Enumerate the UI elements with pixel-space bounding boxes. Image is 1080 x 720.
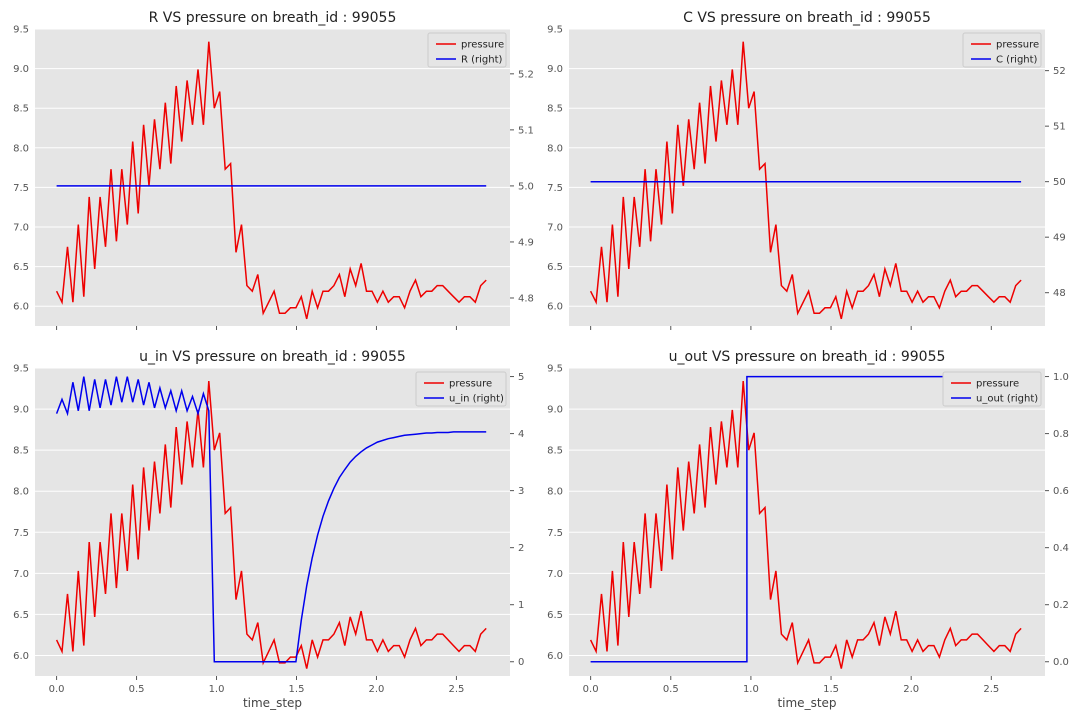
x-tick-label: 2.5 — [448, 684, 464, 695]
left-tick-label: 6.5 — [13, 610, 29, 621]
x-tick-label: 0.0 — [583, 684, 599, 695]
chart-title: u_in VS pressure on breath_id : 99055 — [139, 349, 406, 365]
left-tick-label: 9.0 — [547, 64, 563, 75]
x-tick-label: 1.5 — [823, 684, 839, 695]
chart-panel-1: 6.0 6.5 7.0 7.5 8.0 8.5 9.0 9.5 4.8 4.9 5.0 5.1 5.2 R… — [13, 10, 534, 330]
right-tick-label: 1.0 — [1053, 372, 1069, 383]
left-tick-label: 7.0 — [547, 223, 563, 234]
right-tick-label: 5.1 — [518, 125, 534, 136]
legend-label: pressure — [449, 379, 492, 390]
x-tick-label: 0.5 — [663, 684, 679, 695]
left-tick-label: 9.0 — [13, 405, 29, 416]
series-line-right — [55, 376, 487, 663]
right-tick-label: 5.0 — [518, 181, 534, 192]
right-tick-label: 2 — [518, 543, 524, 554]
legend: pressure R (right) — [427, 32, 507, 68]
left-tick-label: 8.0 — [547, 143, 563, 154]
right-tick-label: 5 — [518, 372, 524, 383]
left-tick-label: 8.0 — [13, 487, 29, 498]
right-tick-label: 50 — [1053, 177, 1066, 188]
right-tick-label: 51 — [1053, 122, 1066, 133]
right-tick-label: 1 — [518, 600, 524, 611]
x-tick-label: 0.5 — [129, 684, 145, 695]
left-tick-label: 8.5 — [547, 446, 563, 457]
left-tick-label: 8.0 — [13, 143, 29, 154]
x-tick-label: 2.0 — [369, 684, 385, 695]
series-line-pressure — [589, 381, 1022, 669]
chart-title: u_out VS pressure on breath_id : 99055 — [669, 349, 946, 365]
left-tick-label: 7.5 — [547, 528, 563, 539]
left-tick-label: 9.0 — [547, 405, 563, 416]
left-tick-label: 6.5 — [547, 610, 563, 621]
x-tick-label: 2.0 — [903, 684, 919, 695]
right-tick-label: 48 — [1053, 288, 1066, 299]
chart-title: R VS pressure on breath_id : 99055 — [149, 10, 397, 26]
left-tick-label: 7.5 — [547, 183, 563, 194]
right-tick-label: 4.8 — [518, 293, 534, 304]
x-axis-label: time_step — [777, 696, 836, 710]
right-tick-label: 4.9 — [518, 237, 534, 248]
right-tick-label: 0.8 — [1053, 429, 1069, 440]
chart-panel-2: 6.0 6.5 7.0 7.5 8.0 8.5 9.0 9.5 48 49 50 51 52 C VS p… — [547, 10, 1066, 330]
legend: pressure u_in (right) — [415, 371, 507, 407]
left-tick-label: 7.0 — [547, 569, 563, 580]
left-tick-label: 6.0 — [13, 651, 29, 662]
legend: pressure u_out (right) — [942, 371, 1042, 407]
chart-panel-4: 6.0 6.5 7.0 7.5 8.0 8.5 9.0 9.5 0.0 0.5 1.0 1.5 2.0 2… — [547, 349, 1069, 710]
chart-panel-3: 6.0 6.5 7.0 7.5 8.0 8.5 9.0 9.5 0.0 0.5 1.0 1.5 2.0 2… — [13, 349, 524, 710]
left-tick-label: 9.5 — [13, 364, 29, 375]
right-tick-label: 0.4 — [1053, 543, 1069, 554]
series-line-right — [590, 375, 1022, 663]
plot-area — [35, 29, 510, 326]
left-tick-label: 9.5 — [13, 25, 29, 36]
x-tick-label: 1.5 — [289, 684, 305, 695]
chart-title: C VS pressure on breath_id : 99055 — [683, 10, 931, 26]
right-tick-label: 0.2 — [1053, 600, 1069, 611]
plot-area — [569, 368, 1045, 676]
right-tick-label: 0.0 — [1053, 657, 1069, 668]
left-tick-label: 9.0 — [13, 64, 29, 75]
right-tick-label: 3 — [518, 486, 524, 497]
x-tick-label: 0.0 — [49, 684, 65, 695]
left-tick-label: 8.5 — [13, 446, 29, 457]
legend-label: u_out (right) — [976, 394, 1038, 405]
series-line-pressure — [55, 41, 487, 320]
left-tick-label: 7.5 — [13, 528, 29, 539]
left-tick-label: 6.0 — [13, 302, 29, 313]
x-tick-label: 1.0 — [743, 684, 759, 695]
legend-label: R (right) — [461, 55, 503, 66]
series-line-pressure — [55, 381, 487, 669]
plot-area — [35, 368, 510, 676]
x-tick-label: 1.0 — [209, 684, 225, 695]
legend-label: C (right) — [996, 55, 1038, 66]
left-tick-label: 6.5 — [13, 262, 29, 273]
left-tick-label: 9.5 — [547, 364, 563, 375]
legend-label: pressure — [996, 40, 1039, 51]
left-tick-label: 6.0 — [547, 302, 563, 313]
x-axis-label: time_step — [243, 696, 302, 710]
right-tick-label: 4 — [518, 429, 524, 440]
right-tick-label: 52 — [1053, 66, 1066, 77]
left-tick-label: 7.0 — [13, 223, 29, 234]
legend-label: u_in (right) — [449, 394, 504, 405]
right-tick-label: 0.6 — [1053, 486, 1069, 497]
left-tick-label: 6.5 — [547, 262, 563, 273]
legend-label: pressure — [976, 379, 1019, 390]
right-tick-label: 0 — [518, 657, 524, 668]
series-line-pressure — [589, 41, 1022, 320]
legend: pressure C (right) — [962, 32, 1042, 68]
left-tick-label: 8.0 — [547, 487, 563, 498]
legend-label: pressure — [461, 40, 504, 51]
left-tick-label: 7.0 — [13, 569, 29, 580]
right-tick-label: 5.2 — [518, 69, 534, 80]
x-tick-label: 2.5 — [983, 684, 999, 695]
plot-area — [569, 29, 1045, 326]
left-tick-label: 9.5 — [547, 25, 563, 36]
left-tick-label: 8.5 — [13, 104, 29, 115]
right-tick-label: 49 — [1053, 233, 1066, 244]
left-tick-label: 7.5 — [13, 183, 29, 194]
left-tick-label: 8.5 — [547, 104, 563, 115]
left-tick-label: 6.0 — [547, 651, 563, 662]
